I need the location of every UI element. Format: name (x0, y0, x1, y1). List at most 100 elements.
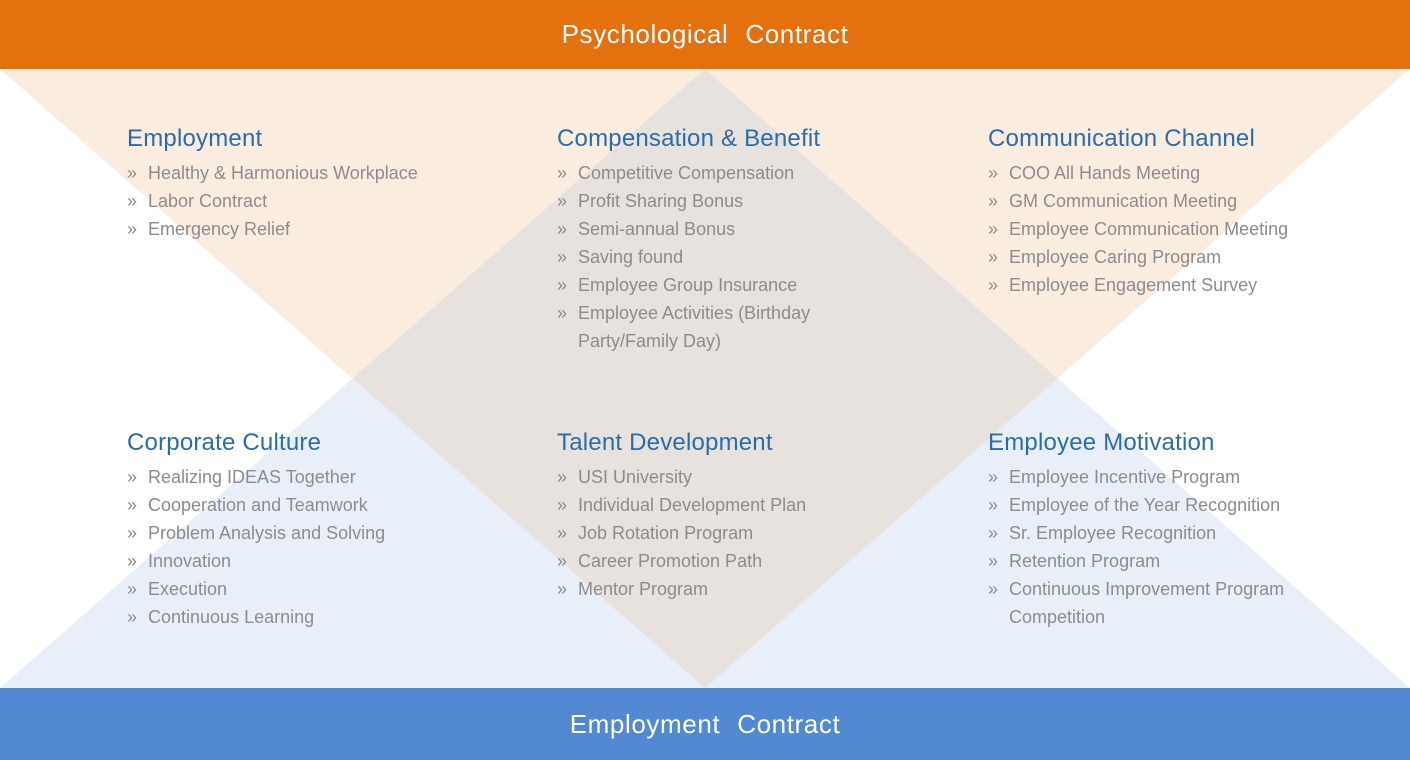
employment-contract-banner: Employment Contract (0, 688, 1410, 760)
list-item-text: Continuous Learning (148, 607, 315, 627)
section-title: Communication Channel (988, 125, 1256, 152)
chevron-bullet-icon: » (557, 163, 568, 183)
list-item: » Realizing IDEAS Together (127, 463, 472, 491)
bottom-banner-word-2: Contract (737, 708, 841, 739)
chevron-bullet-icon: » (988, 163, 999, 183)
chevron-bullet-icon: » (127, 607, 138, 627)
chevron-bullet-icon: » (988, 247, 999, 267)
section-list: » COO All Hands Meeting » GM Communication … (988, 159, 1323, 299)
chevron-bullet-icon: » (557, 247, 568, 267)
list-item: » Saving found (557, 243, 867, 271)
list-item-text: Execution (148, 579, 228, 599)
top-banner-word-1: Psychological (561, 19, 729, 49)
list-item-text: Semi-annual Bonus (578, 219, 736, 239)
list-item: » Employee Activities (Birthday Party/Fam… (557, 299, 867, 355)
section-title: Corporate Culture (127, 429, 322, 456)
list-item-text: GM Communication Meeting (1009, 191, 1238, 211)
chevron-bullet-icon: » (127, 163, 138, 183)
chevron-bullet-icon: » (127, 191, 138, 211)
list-item: » Execution (127, 575, 472, 603)
list-item: » Retention Program (988, 547, 1333, 575)
list-item: » Problem Analysis and Solving (127, 519, 472, 547)
chevron-bullet-icon: » (127, 551, 138, 571)
list-item: » Employee Engagement Survey (988, 271, 1323, 299)
list-item: » Continuous Improvement Program Competit… (988, 575, 1333, 631)
section-title: Employee Motivation (988, 429, 1215, 456)
chevron-bullet-icon: » (988, 523, 999, 543)
list-item: » Continuous Learning (127, 603, 472, 631)
section-title: Talent Development (557, 429, 773, 456)
list-item: » Cooperation and Teamwork (127, 491, 472, 519)
chevron-bullet-icon: » (127, 495, 138, 515)
list-item-text: Employee Communication Meeting (1009, 219, 1289, 239)
bottom-banner-word-1: Employment (569, 708, 721, 739)
psychological-contract-banner: Psychological Contract (0, 0, 1410, 69)
list-item-text: Mentor Program (578, 579, 709, 599)
list-item-text: Competitive Compensation (578, 163, 795, 183)
chevron-bullet-icon: » (988, 495, 999, 515)
list-item: » Innovation (127, 547, 472, 575)
list-item-text: Career Promotion Path (578, 551, 763, 571)
chevron-bullet-icon: » (988, 191, 999, 211)
chevron-bullet-icon: » (988, 275, 999, 295)
list-item-text: USI University (578, 467, 693, 487)
section-list: » USI University » Individual Development P… (557, 463, 867, 603)
list-item: » Profit Sharing Bonus (557, 187, 867, 215)
section-compensation-benefit: Compensation & Benefit » Competitive Comp… (557, 124, 867, 355)
list-item-text: Individual Development Plan (578, 495, 807, 515)
chevron-bullet-icon: » (557, 191, 568, 211)
list-item-text: Healthy & Harmonious Workplace (148, 163, 418, 183)
list-item: » Employee Incentive Program (988, 463, 1333, 491)
list-item-text: Retention Program (1009, 551, 1161, 571)
section-list: » Employee Incentive Program » Employee of … (988, 463, 1333, 631)
list-item: » Semi-annual Bonus (557, 215, 867, 243)
chevron-bullet-icon: » (127, 523, 138, 543)
list-item-text: Employee Incentive Program (1009, 467, 1241, 487)
chevron-bullet-icon: » (557, 579, 568, 599)
list-item: » Competitive Compensation (557, 159, 867, 187)
chevron-bullet-icon: » (127, 219, 138, 239)
section-communication-channel: Communication Channel » COO All Hands Mee… (988, 124, 1323, 299)
section-corporate-culture: Corporate Culture » Realizing IDEAS Toget… (127, 428, 472, 631)
list-item-text: Cooperation and Teamwork (148, 495, 368, 515)
list-item: » Job Rotation Program (557, 519, 867, 547)
list-item-text: Problem Analysis and Solving (148, 523, 386, 543)
chevron-bullet-icon: » (557, 467, 568, 487)
slide-body-background (0, 69, 1410, 688)
list-item: » Employee Communication Meeting (988, 215, 1323, 243)
list-item-text: Innovation (148, 551, 232, 571)
section-talent-development: Talent Development » USI University » Indiv… (557, 428, 867, 603)
section-title: Employment (127, 125, 263, 152)
list-item-text: Labor Contract (148, 191, 268, 211)
list-item-text: Profit Sharing Bonus (578, 191, 744, 211)
list-item: » COO All Hands Meeting (988, 159, 1323, 187)
list-item-text: Sr. Employee Recognition (1009, 523, 1217, 543)
chevron-bullet-icon: » (557, 219, 568, 239)
chevron-bullet-icon: » (557, 303, 568, 323)
section-employment: Employment » Healthy & Harmonious Workpla… (127, 124, 472, 243)
top-banner-word-2: Contract (745, 19, 849, 49)
section-list: » Competitive Compensation » Profit Sharing… (557, 159, 867, 355)
section-list: » Realizing IDEAS Together » Cooperation an… (127, 463, 472, 631)
list-item-text: Employee Group Insurance (578, 275, 798, 295)
list-item: » Sr. Employee Recognition (988, 519, 1333, 547)
chevron-bullet-icon: » (557, 275, 568, 295)
list-item: » Labor Contract (127, 187, 472, 215)
list-item: » Employee Caring Program (988, 243, 1323, 271)
chevron-bullet-icon: » (127, 467, 138, 487)
list-item-text: Employee of the Year Recognition (1009, 495, 1281, 515)
section-employee-motivation: Employee Motivation » Employee Incentive … (988, 428, 1333, 631)
list-item-text: Employee Caring Program (1009, 247, 1222, 267)
list-item-text: Continuous Improvement Program Competiti… (1009, 579, 1285, 627)
list-item: » Healthy & Harmonious Workplace (127, 159, 472, 187)
list-item: » USI University (557, 463, 867, 491)
chevron-bullet-icon: » (557, 551, 568, 571)
list-item: » GM Communication Meeting (988, 187, 1323, 215)
chevron-bullet-icon: » (988, 579, 999, 599)
section-list: » Healthy & Harmonious Workplace » Labor Co… (127, 159, 472, 243)
chevron-bullet-icon: » (557, 495, 568, 515)
chevron-bullet-icon: » (127, 579, 138, 599)
list-item-text: COO All Hands Meeting (1009, 163, 1201, 183)
list-item: » Career Promotion Path (557, 547, 867, 575)
